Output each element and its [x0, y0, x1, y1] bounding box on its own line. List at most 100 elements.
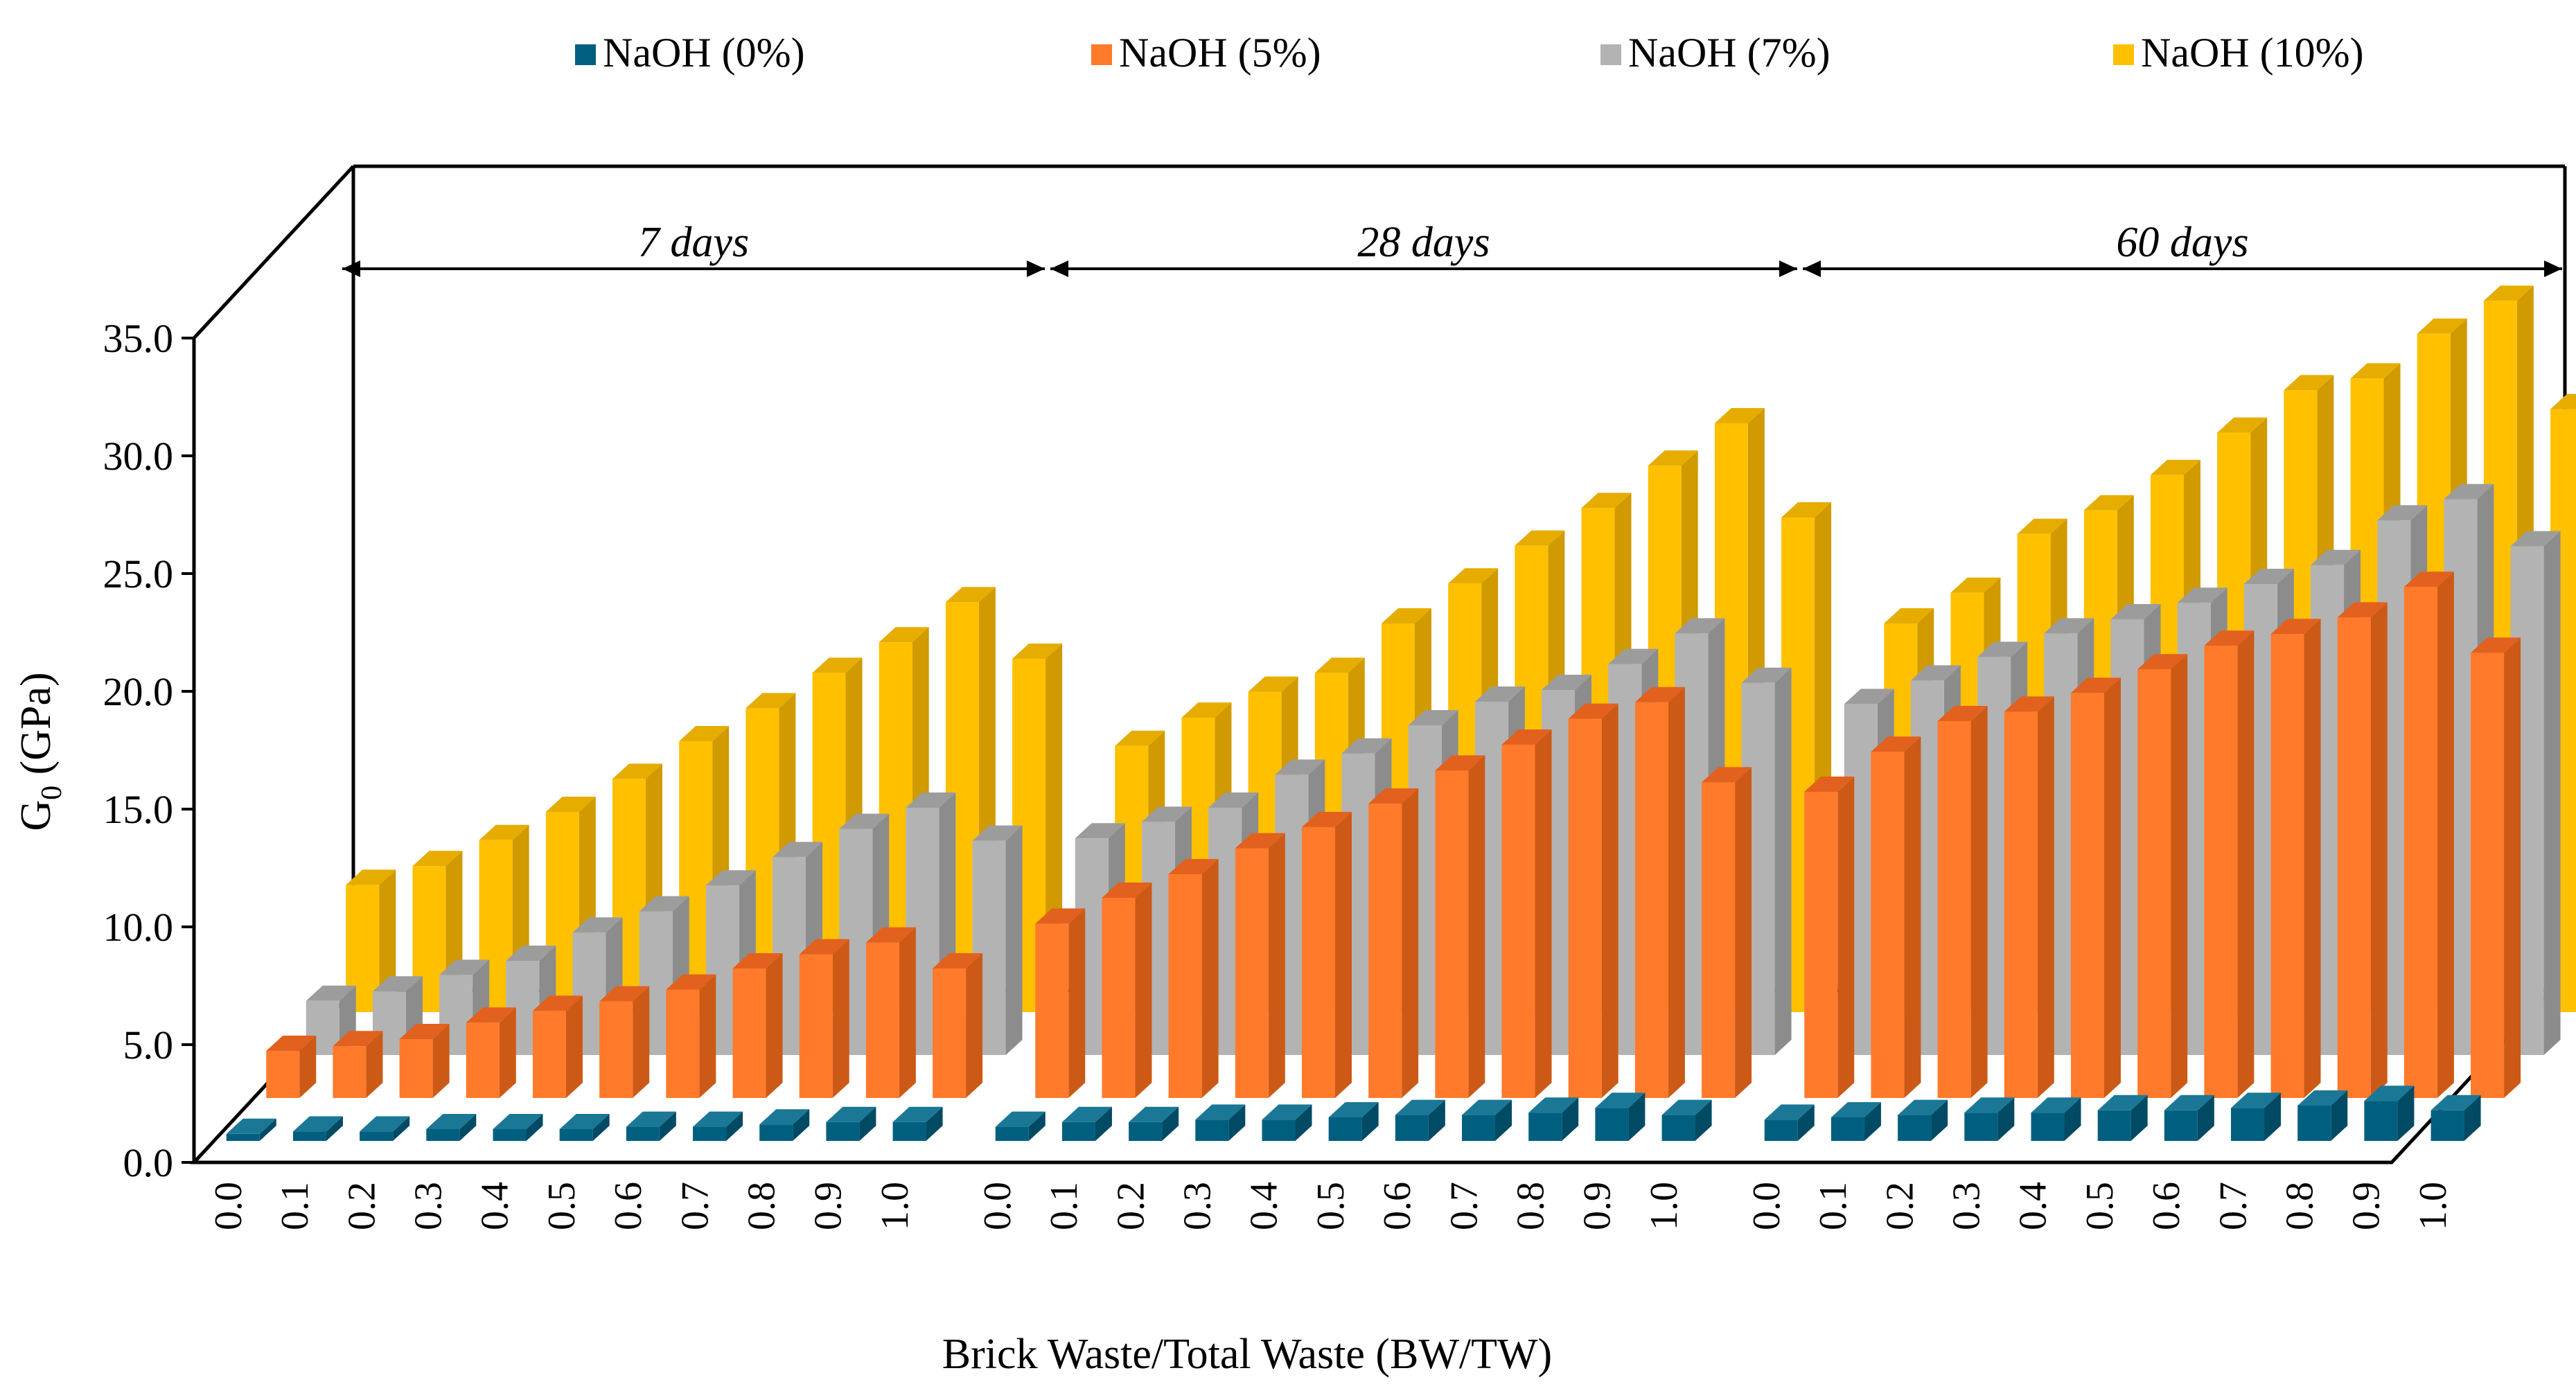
y-axis-title-symbol: G	[12, 800, 60, 831]
bar-side	[1402, 788, 1419, 1098]
bar-side	[2237, 630, 2255, 1098]
bar-side	[2103, 677, 2121, 1098]
bar-top	[2017, 518, 2067, 534]
bar-side	[859, 1106, 876, 1141]
bar-front	[1964, 1113, 1998, 1141]
bar-top	[1675, 618, 1725, 634]
bar-front	[2070, 693, 2104, 1098]
bar-side	[2171, 654, 2188, 1098]
bar-front	[1102, 898, 1136, 1098]
bar-front	[2031, 1113, 2065, 1141]
y-tick-label: 20.0	[103, 669, 174, 714]
bar-front	[666, 989, 700, 1098]
bar-top	[2444, 484, 2494, 499]
bar-side	[1361, 1102, 1379, 1141]
bar-top	[1115, 730, 1165, 746]
x-tick-label: 0.9	[1576, 1182, 1619, 1230]
bar-top	[360, 1116, 410, 1132]
bar-front	[2097, 1110, 2131, 1141]
bar-side	[592, 1114, 610, 1141]
bar-side	[2331, 1090, 2348, 1141]
x-tick-label: 0.1	[1812, 1182, 1855, 1230]
bar-side	[2437, 572, 2454, 1098]
bar-top	[1595, 1092, 1646, 1108]
bar-side	[1970, 706, 1988, 1098]
bar-top	[1804, 777, 1855, 792]
bar-side	[1428, 1099, 1445, 1141]
bar-top	[1608, 648, 1659, 664]
arrow-head	[1779, 260, 1797, 277]
bar	[1035, 908, 1086, 1098]
bar-front	[399, 1039, 433, 1098]
bar-side	[2504, 637, 2521, 1098]
bar-front	[1061, 1122, 1095, 1141]
bar	[626, 1111, 676, 1141]
x-tick-label: 0.4	[474, 1182, 517, 1230]
bar-front	[933, 968, 967, 1098]
bar-top	[2083, 495, 2134, 511]
bar-front	[1898, 1115, 1932, 1141]
bar-top	[1501, 729, 1552, 745]
bar-side	[1668, 686, 1685, 1098]
bar	[1301, 812, 1352, 1098]
bar-side	[1028, 1111, 1046, 1141]
bar	[1898, 1099, 1948, 1141]
bar-front	[360, 1131, 394, 1141]
bar-top	[599, 986, 650, 1002]
bar-front	[1804, 792, 1838, 1098]
bar-top	[1395, 1099, 1445, 1115]
bar-front	[1568, 718, 1602, 1098]
bar-side	[926, 1106, 943, 1141]
bar-top	[1634, 686, 1685, 702]
bar-top	[1462, 1099, 1512, 1115]
arrow-head	[2544, 260, 2562, 277]
period-label: 7 days	[638, 219, 749, 266]
x-tick-label: 0.4	[1243, 1182, 1286, 1230]
bar-top	[2364, 1086, 2415, 1101]
x-tick-label: 0.1	[1043, 1182, 1086, 1230]
bar-top	[1702, 767, 1752, 783]
bar-front	[1634, 702, 1668, 1098]
x-tick-label: 0.6	[2145, 1182, 2188, 1230]
bar-side	[1162, 1106, 1179, 1141]
bar-side	[1931, 1099, 1948, 1141]
bar	[599, 986, 650, 1098]
bar-front	[799, 954, 833, 1098]
x-tick-label: 1.0	[2412, 1182, 2455, 1230]
bar-front	[1595, 1108, 1629, 1141]
bar-front	[826, 1122, 860, 1141]
bar-side	[1904, 736, 1921, 1098]
bar-side	[633, 986, 650, 1098]
bar	[559, 1114, 610, 1141]
bar-top	[493, 1114, 543, 1129]
bar-side	[1864, 1102, 1881, 1141]
y-tick-label: 25.0	[103, 551, 174, 596]
bar	[1235, 833, 1285, 1098]
bar-side	[2037, 696, 2054, 1098]
bar-front	[1195, 1119, 1229, 1141]
bar-front	[2004, 711, 2038, 1098]
bar-side	[459, 1114, 477, 1141]
arrow-head	[1050, 260, 1068, 277]
bar-front	[1129, 1122, 1163, 1141]
side-wall-top-edge	[193, 165, 355, 339]
bar	[466, 1007, 516, 1098]
bar	[2070, 677, 2121, 1098]
bar-top	[2297, 1090, 2348, 1106]
bar	[2097, 1095, 2148, 1141]
bar	[759, 1109, 810, 1141]
bar-top	[1235, 833, 1285, 849]
bar-top	[732, 953, 783, 968]
bar-top	[1102, 883, 1152, 898]
bar	[693, 1111, 743, 1141]
bar-side	[2543, 531, 2561, 1055]
legend-swatch	[2113, 44, 2134, 65]
bar-top	[2204, 630, 2255, 646]
bar-front	[626, 1126, 660, 1141]
y-axis-title-unit: (GPa)	[12, 672, 60, 786]
bar-front	[532, 1011, 566, 1098]
bar	[1661, 1099, 1712, 1141]
bar-top	[2231, 1092, 2282, 1108]
bar-side	[1628, 1092, 1646, 1141]
bars-layer	[226, 285, 2576, 1141]
